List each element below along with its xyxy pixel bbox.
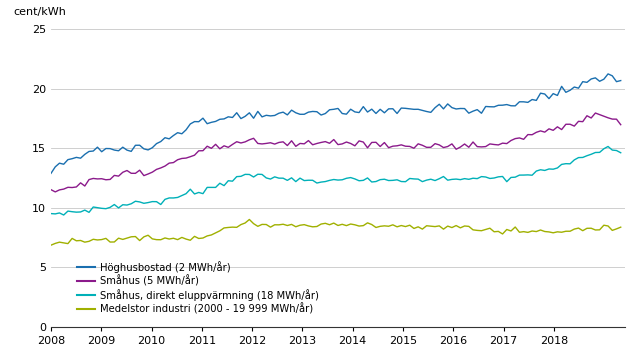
Text: cent/kWh: cent/kWh [13,7,66,17]
Legend: Höghusbostad (2 MWh/år), Småhus (5 MWh/år), Småhus, direkt eluppvärmning (18 MWh: Höghusbostad (2 MWh/år), Småhus (5 MWh/å… [73,257,323,319]
